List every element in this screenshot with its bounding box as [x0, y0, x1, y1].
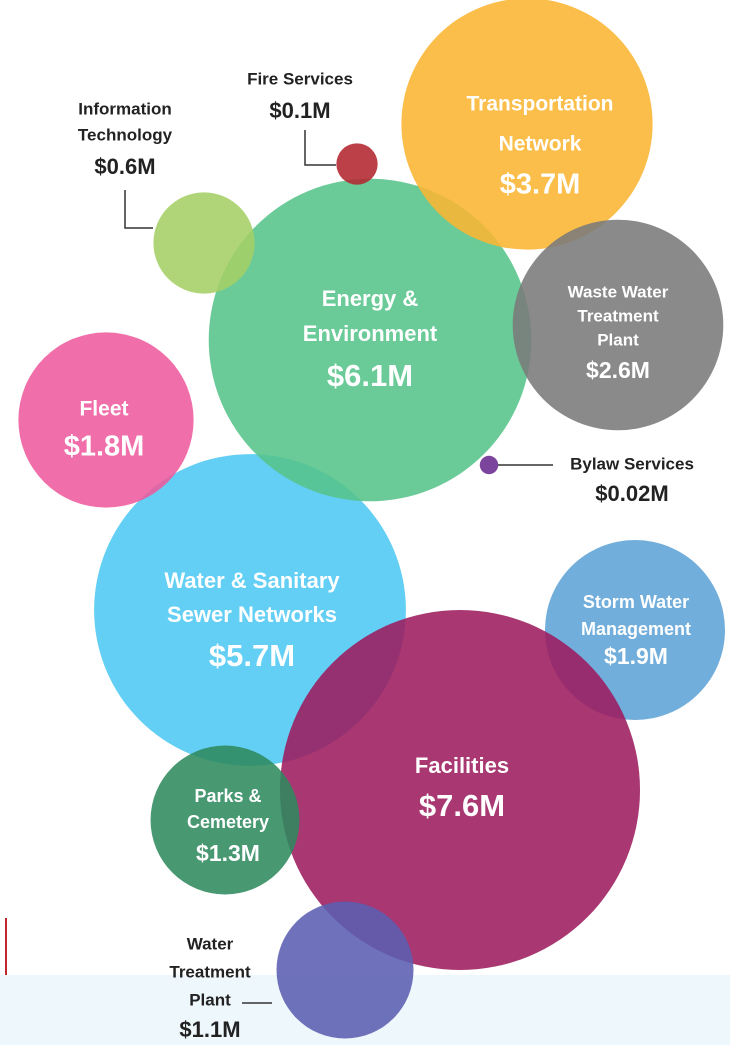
bubble-name: Sewer Networks — [167, 602, 337, 627]
bubble-name: Treatment — [577, 306, 659, 325]
leader-line — [124, 190, 153, 229]
bubble-name: Water & Sanitary — [164, 568, 340, 593]
bubble-name: Waste Water — [568, 282, 669, 301]
bubble-name: Information — [78, 99, 172, 118]
bubble-value: $3.7M — [500, 169, 581, 201]
labels: Water & Sanitary Sewer Networks $5.7M Energ… — [64, 69, 694, 1041]
bubble-name: Environment — [303, 321, 438, 346]
bubble-name: Bylaw Services — [570, 454, 694, 473]
bubble — [401, 0, 653, 250]
bubble-value: $1.8M — [64, 431, 145, 463]
bubble-name: Treatment — [169, 962, 251, 981]
bubble-name: Cemetery — [187, 812, 269, 832]
bubble-name: Fire Services — [247, 69, 353, 88]
bubble-value: $1.3M — [196, 840, 260, 866]
bubble-name: Water — [187, 934, 234, 953]
bubble-value: $2.6M — [586, 357, 650, 383]
bubble-name: Fleet — [79, 398, 128, 421]
bubble-value: $0.02M — [595, 481, 668, 506]
bubble-name: Management — [581, 619, 691, 639]
bubble-name: Storm Water — [583, 592, 689, 612]
bubble-name: Energy & — [322, 286, 419, 311]
bubble — [279, 609, 641, 971]
bubble-name: Plant — [597, 330, 639, 349]
leader-line — [304, 130, 336, 166]
bubble-value: $7.6M — [419, 788, 505, 823]
bubble-value: $0.1M — [269, 98, 330, 123]
bubble — [153, 192, 255, 294]
bubbles — [18, 0, 726, 1039]
bubble-value: $1.1M — [179, 1017, 240, 1042]
bubble-name: Network — [499, 133, 582, 156]
bubble — [150, 745, 300, 895]
bubble-name: Technology — [78, 125, 173, 144]
bubble-value: $0.6M — [94, 154, 155, 179]
bubble-name: Transportation — [466, 93, 613, 116]
bubble — [276, 901, 414, 1039]
bubble-name: Facilities — [415, 753, 509, 778]
bubble-value: $1.9M — [604, 643, 668, 669]
bubble — [479, 455, 499, 475]
bubble — [336, 143, 378, 185]
bubble — [18, 332, 194, 508]
bubble — [512, 219, 724, 431]
bubble-value: $5.7M — [209, 638, 295, 673]
bubble-value: $6.1M — [327, 358, 413, 393]
bubble — [208, 178, 532, 502]
bubble-name: Plant — [189, 990, 231, 1009]
bubble-name: Parks & — [194, 786, 261, 806]
